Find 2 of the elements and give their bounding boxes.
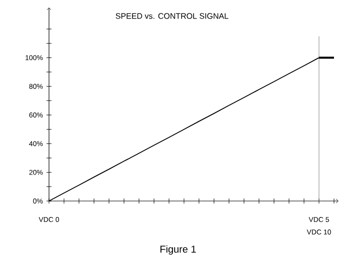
chart-title: SPEED vs. CONTROL SIGNAL	[116, 13, 228, 19]
caption: Figure 1	[160, 245, 196, 255]
